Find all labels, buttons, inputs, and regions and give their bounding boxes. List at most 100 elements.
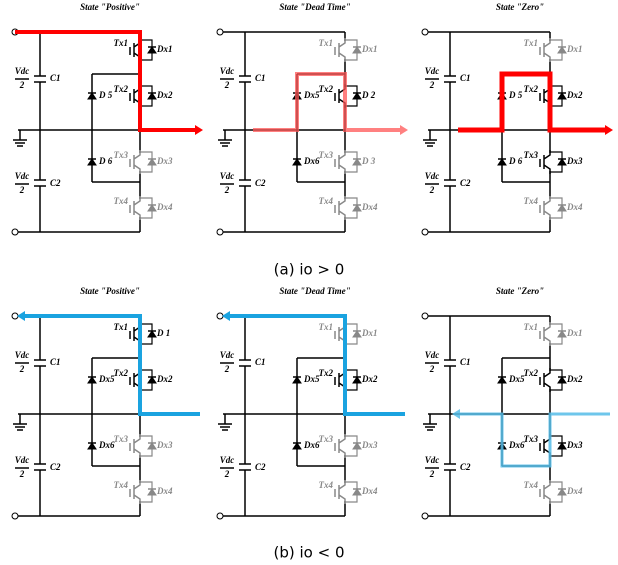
component-label: 2	[19, 469, 25, 479]
component-label: Tx2	[319, 368, 334, 378]
component-label: 2	[224, 80, 230, 90]
diode	[148, 443, 156, 449]
component-label: Tx4	[524, 196, 539, 206]
component-label: D 2	[361, 90, 376, 100]
component-label: Dx6	[508, 440, 525, 450]
component-label: Vdc	[425, 66, 440, 76]
component-label: Vdc	[15, 171, 30, 181]
component-label: Tx4	[319, 480, 334, 490]
diode	[353, 93, 361, 99]
diode	[148, 93, 156, 99]
diode	[88, 159, 96, 165]
component-label: Tx4	[319, 196, 334, 206]
diode	[148, 47, 156, 53]
diode	[353, 159, 361, 165]
panel-title: State "Positive"	[80, 286, 140, 296]
component-label: 2	[429, 185, 435, 195]
component-label: Tx3	[319, 150, 334, 160]
component-label: C1	[50, 357, 61, 367]
current-arrow	[195, 125, 203, 135]
diode	[558, 205, 566, 211]
diode	[558, 331, 566, 337]
terminal	[422, 513, 428, 519]
component-label: C2	[460, 178, 471, 188]
component-label: Tx1	[524, 38, 539, 48]
diode	[148, 205, 156, 211]
diode	[293, 377, 301, 383]
component-label: D 5	[508, 90, 523, 100]
diode	[148, 377, 156, 383]
diode	[558, 443, 566, 449]
component-label: Vdc	[220, 455, 235, 465]
component-label: Dx3	[566, 440, 583, 450]
component-label: Tx3	[524, 434, 539, 444]
diode	[498, 159, 506, 165]
component-label: Vdc	[220, 350, 235, 360]
diode	[558, 377, 566, 383]
component-label: 2	[224, 469, 230, 479]
component-label: Tx1	[114, 322, 129, 332]
component-label: C2	[255, 462, 266, 472]
component-label: Dx1	[361, 328, 378, 338]
component-label: Dx1	[156, 44, 173, 54]
component-label: Tx2	[114, 84, 129, 94]
diode	[293, 443, 301, 449]
component-label: Tx4	[114, 196, 129, 206]
diode	[148, 159, 156, 165]
component-label: C2	[50, 462, 61, 472]
circuit-panel: State "Dead Time"Vdc2C1Vdc2C2Dx5Dx6Tx1Dx…	[217, 2, 408, 235]
component-label: D 1	[156, 328, 170, 338]
circuit-panel: State "Zero"Vdc2C1Vdc2C2Dx5Dx6Tx1Dx1Tx2D…	[422, 286, 610, 519]
diode	[353, 331, 361, 337]
terminal	[422, 29, 428, 35]
terminal	[422, 229, 428, 235]
diode	[498, 377, 506, 383]
diode	[148, 331, 156, 337]
panel-title: State "Zero"	[496, 286, 544, 296]
caption: (b) io < 0	[274, 544, 345, 562]
component-label: Vdc	[425, 455, 440, 465]
component-label: Dx4	[361, 486, 378, 496]
diode	[353, 443, 361, 449]
component-label: C2	[255, 178, 266, 188]
component-label: Dx2	[156, 374, 173, 384]
diode	[353, 205, 361, 211]
component-label: D 6	[98, 156, 113, 166]
component-label: Dx4	[566, 486, 583, 496]
component-label: Dx4	[361, 202, 378, 212]
component-label: 2	[19, 80, 25, 90]
component-label: D 5	[98, 90, 113, 100]
component-label: C1	[50, 73, 61, 83]
terminal	[422, 313, 428, 319]
component-label: Tx3	[114, 434, 129, 444]
component-label: Dx5	[508, 374, 525, 384]
diode	[293, 159, 301, 165]
component-label: 2	[19, 185, 25, 195]
component-label: Tx3	[114, 150, 129, 160]
component-label: Dx3	[566, 156, 583, 166]
panel-title: State "Positive"	[80, 2, 140, 12]
component-label: Dx2	[156, 90, 173, 100]
component-label: D 6	[508, 156, 523, 166]
component-label: Tx1	[319, 322, 334, 332]
component-label: Dx1	[361, 44, 378, 54]
component-label: Dx5	[303, 90, 320, 100]
component-label: Dx3	[156, 156, 173, 166]
component-label: 2	[224, 185, 230, 195]
diode	[88, 377, 96, 383]
diode	[558, 489, 566, 495]
component-label: Tx4	[524, 480, 539, 490]
panel-title: State "Dead Time"	[279, 2, 350, 12]
component-label: 2	[429, 80, 435, 90]
current-arrow	[17, 311, 25, 321]
component-label: Tx3	[524, 150, 539, 160]
terminal	[217, 229, 223, 235]
component-label: Tx4	[114, 480, 129, 490]
diode	[148, 489, 156, 495]
terminal	[217, 29, 223, 35]
diode	[353, 47, 361, 53]
component-label: Dx4	[156, 486, 173, 496]
component-label: Vdc	[15, 350, 30, 360]
component-label: Dx6	[303, 440, 320, 450]
diode	[558, 47, 566, 53]
